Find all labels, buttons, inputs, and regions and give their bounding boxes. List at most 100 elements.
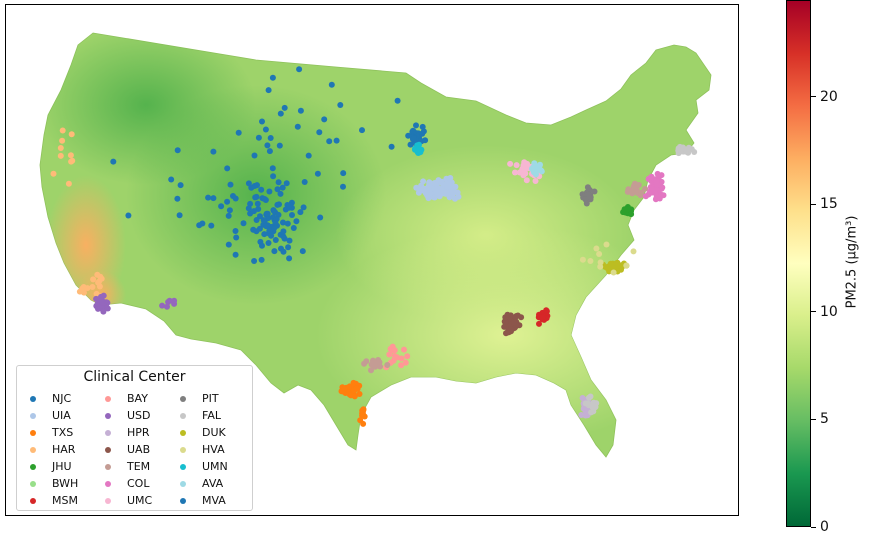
clinic-point-umc xyxy=(520,162,527,169)
legend-label: BWH xyxy=(52,477,79,490)
legend-marker xyxy=(180,498,186,504)
legend-marker xyxy=(180,396,186,402)
clinic-point-njc xyxy=(235,129,242,136)
clinic-point-bay xyxy=(398,362,405,369)
clinic-point-usd xyxy=(99,297,105,304)
clinic-point-njc xyxy=(255,134,262,141)
clinic-point-umc xyxy=(507,160,514,167)
clinic-point-njc xyxy=(270,173,277,180)
clinic-point-tem xyxy=(361,360,368,367)
clinic-point-njc xyxy=(258,186,265,193)
clinic-point-mva xyxy=(174,147,181,154)
clinic-point-njc xyxy=(279,184,286,191)
clinic-point-har xyxy=(50,170,57,177)
clinic-point-njc xyxy=(328,81,335,88)
clinic-point-usd xyxy=(171,297,178,304)
clinic-point-njc xyxy=(253,217,260,223)
clinic-point-txs xyxy=(360,420,367,427)
clinic-point-njc xyxy=(264,210,271,217)
clinic-point-jhu xyxy=(620,209,627,216)
legend-marker xyxy=(105,481,111,487)
clinic-point-uab xyxy=(504,329,511,336)
clinic-point-njc xyxy=(293,218,300,225)
clinic-point-har xyxy=(57,152,64,159)
legend-marker xyxy=(30,464,36,470)
clinic-point-njc xyxy=(275,179,282,186)
clinic-point-msm xyxy=(539,314,546,321)
clinic-point-njc xyxy=(232,251,239,258)
clinic-point-hva xyxy=(593,245,600,252)
clinic-point-njc xyxy=(254,182,260,189)
legend-marker xyxy=(30,498,36,504)
clinic-point-uab xyxy=(512,314,519,321)
clinic-point-hva xyxy=(597,259,604,266)
clinic-point-njc xyxy=(277,190,284,197)
clinic-point-ava xyxy=(536,162,543,169)
legend-label: DUK xyxy=(202,426,226,439)
clinic-point-njc xyxy=(290,225,297,231)
clinic-point-njc xyxy=(260,217,267,224)
clinic-point-njc xyxy=(274,186,281,193)
clinic-point-njc xyxy=(280,228,287,235)
clinic-point-njc xyxy=(233,234,240,241)
clinic-point-ava xyxy=(529,165,536,172)
clinic-point-njc xyxy=(410,127,417,134)
clinic-point-mva xyxy=(245,180,252,187)
clinic-point-mva xyxy=(224,198,231,205)
clinic-point-njc xyxy=(280,219,286,226)
clinic-point-njc xyxy=(317,214,324,221)
clinic-point-njc xyxy=(326,138,333,145)
legend-label: TXS xyxy=(52,426,74,439)
clinic-point-uia xyxy=(448,179,455,186)
clinic-point-hva xyxy=(587,258,594,264)
clinic-point-uia xyxy=(455,193,462,200)
clinic-point-mva xyxy=(208,222,215,229)
legend-label: HVA xyxy=(202,443,225,456)
colorbar-tick-label: 5 xyxy=(820,411,829,428)
clinic-point-usd xyxy=(100,308,107,315)
clinic-point-njc xyxy=(337,102,344,108)
clinic-point-njc xyxy=(266,148,273,155)
clinic-point-tem xyxy=(372,363,379,370)
legend-marker xyxy=(105,447,111,453)
legend-label: UMC xyxy=(127,494,153,507)
clinic-point-txs xyxy=(356,391,363,397)
clinic-point-fal xyxy=(592,403,599,410)
clinic-point-njc xyxy=(251,258,258,264)
legend-marker xyxy=(30,447,36,453)
colorbar-tick xyxy=(811,96,816,98)
legend-marker xyxy=(180,413,186,419)
clinic-point-col xyxy=(648,185,655,192)
colorbar-tick-label: 10 xyxy=(820,303,838,320)
clinic-point-umc xyxy=(513,162,520,169)
clinic-point-njc xyxy=(267,135,274,141)
clinic-point-umc xyxy=(523,177,530,184)
clinic-point-njc xyxy=(321,116,328,123)
colorbar-tick xyxy=(811,311,816,313)
clinic-point-uab xyxy=(502,318,509,325)
legend-marker xyxy=(180,481,186,487)
clinic-point-har xyxy=(67,152,74,159)
clinic-point-umc xyxy=(520,172,527,179)
legend-label: BAY xyxy=(127,392,148,405)
clinic-point-njc xyxy=(299,248,306,255)
legend-marker xyxy=(30,413,36,419)
legend-label: HPR xyxy=(127,426,150,439)
clinic-point-txs xyxy=(351,393,358,400)
clinic-point-fal xyxy=(584,400,591,407)
colorbar-tick-label: 15 xyxy=(820,196,838,213)
legend-marker xyxy=(30,430,36,436)
clinic-point-bay xyxy=(404,353,411,360)
clinic-point-njc xyxy=(410,135,417,142)
clinic-point-txs xyxy=(353,385,360,392)
clinic-point-usd xyxy=(159,302,166,309)
legend-marker xyxy=(180,430,186,436)
legend-label: MSM xyxy=(52,494,78,507)
clinic-point-col xyxy=(659,184,666,191)
clinic-point-njc xyxy=(388,143,395,150)
clinic-point-tem xyxy=(368,367,374,374)
legend-label: UAB xyxy=(127,443,151,456)
clinic-point-mva xyxy=(210,148,217,155)
clinic-point-njc xyxy=(394,97,401,104)
colorbar xyxy=(786,0,811,527)
